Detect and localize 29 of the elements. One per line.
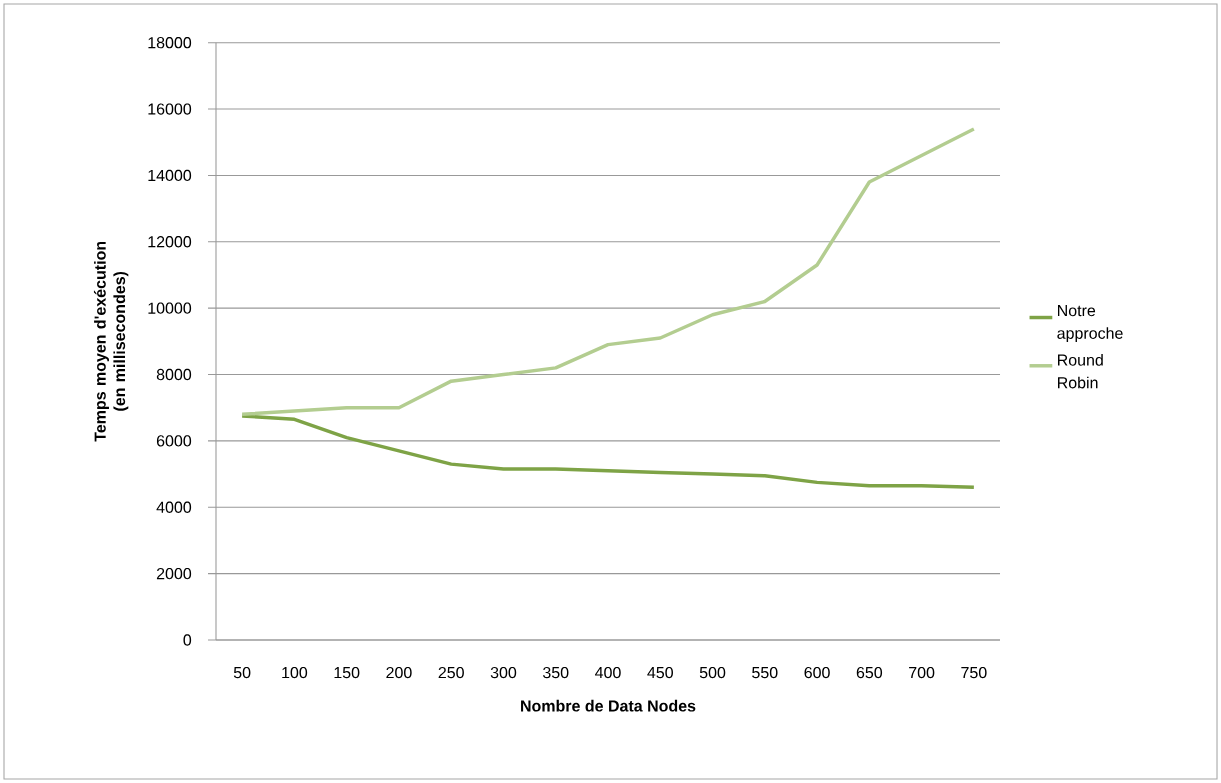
- y-tick-label: 16000: [148, 103, 192, 115]
- x-tick-label: 250: [438, 666, 464, 679]
- x-tick-label: 500: [699, 666, 726, 679]
- legend-label: Round Robin: [1058, 353, 1103, 389]
- x-tick-label: 350: [543, 666, 569, 679]
- y-tick-label: 12000: [148, 236, 192, 248]
- x-tick-label: 300: [490, 666, 517, 679]
- x-tick-label: 600: [804, 666, 830, 679]
- y-tick-label: 10000: [148, 302, 192, 314]
- x-tick-label: 550: [752, 666, 778, 679]
- legend-label: Notre approche: [1057, 305, 1123, 343]
- x-tick-label: 750: [961, 666, 987, 679]
- y-tick-label: 6000: [156, 435, 192, 447]
- x-tick-label: 400: [595, 666, 621, 679]
- y-tick-label: 4000: [156, 501, 192, 513]
- y-axis-title: Temps moyen d'exécution (en millisecondes): [93, 241, 129, 442]
- x-axis-title: Nombre de Data Nodes: [521, 699, 696, 712]
- x-tick-label: 50: [233, 666, 251, 679]
- x-tick-label: 450: [647, 666, 673, 679]
- y-tick-label: 8000: [156, 368, 192, 381]
- x-tick-label: 700: [909, 666, 935, 679]
- y-tick-label: 2000: [156, 567, 192, 580]
- x-tick-label: 150: [334, 666, 360, 679]
- y-tick-label: 18000: [148, 37, 192, 49]
- x-tick-label: 100: [282, 666, 308, 679]
- y-tick-label: 0: [183, 634, 192, 646]
- y-tick-label: 14000: [148, 169, 192, 182]
- x-tick-label: 200: [386, 666, 412, 679]
- x-tick-label: 650: [856, 666, 883, 679]
